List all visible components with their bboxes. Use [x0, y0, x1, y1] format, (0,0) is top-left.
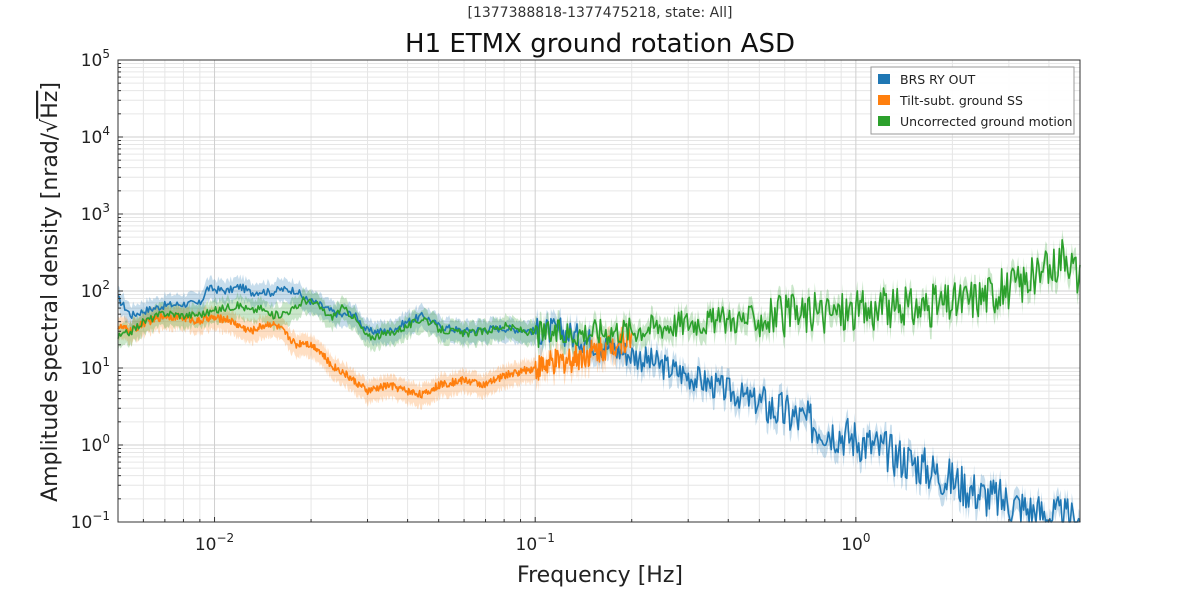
- x-tick-label: 10−2: [195, 531, 234, 555]
- chart-subtitle: [1377388818-1377475218, state: All]: [467, 5, 732, 21]
- y-tick-label: 103: [81, 201, 110, 225]
- legend: BRS RY OUT Tilt-subt. ground SS Uncorrecte…: [870, 66, 1075, 135]
- series-band-0: [118, 274, 1080, 522]
- y-tick-label: 10−1: [71, 509, 110, 533]
- y-axis-label-suffix: ]: [38, 82, 63, 91]
- y-tick-label: 102: [81, 278, 110, 302]
- chart-title: H1 ETMX ground rotation ASD: [405, 29, 795, 59]
- legend-swatch: [878, 95, 890, 105]
- series-line-1: [117, 312, 633, 399]
- x-axis-label: Frequency [Hz]: [517, 563, 683, 588]
- svg-text:Amplitude spectral density [nr: Amplitude spectral density [nrad/√Hz]: [38, 82, 63, 502]
- y-tick-label: 101: [81, 355, 110, 379]
- series-lines: [117, 239, 1081, 523]
- legend-swatch: [878, 116, 890, 126]
- series-band-2: [118, 229, 1080, 360]
- y-axis-label-prefix: Amplitude spectral density [nrad/: [38, 132, 63, 502]
- x-tick-label: 100: [841, 531, 870, 555]
- series-line-2: [117, 239, 1081, 349]
- legend-box: [870, 66, 1075, 135]
- legend-label: BRS RY OUT: [900, 72, 976, 87]
- y-axis-label-unit: Hz: [38, 91, 63, 119]
- y-axis-label: Amplitude spectral density [nrad/√Hz]: [38, 82, 63, 502]
- legend-swatch: [878, 74, 890, 84]
- axis-ticks: 10−2 10−1 100 10−1 100 101 102 103 104 105: [71, 47, 1081, 555]
- legend-label: Tilt-subt. ground SS: [899, 93, 1023, 108]
- y-tick-label: 104: [81, 124, 110, 148]
- legend-label: Uncorrected ground motion: [900, 114, 1072, 129]
- y-axis-label-root: √: [38, 118, 63, 133]
- y-tick-label: 100: [81, 432, 110, 456]
- x-tick-label: 10−1: [516, 531, 555, 555]
- y-tick-label: 105: [81, 47, 110, 71]
